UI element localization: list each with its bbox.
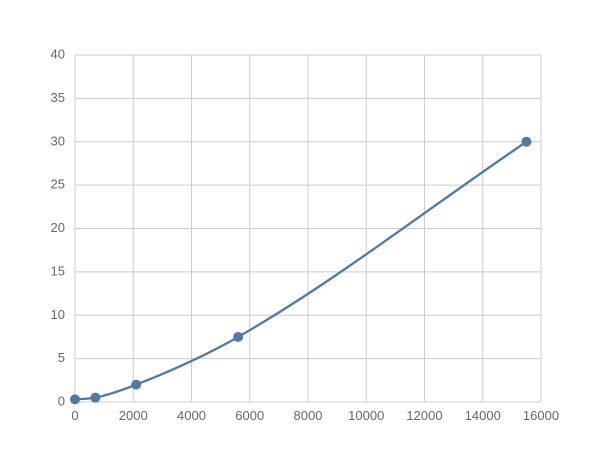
svg-text:10: 10 <box>51 307 65 322</box>
svg-text:25: 25 <box>51 177 65 192</box>
svg-text:14000: 14000 <box>465 408 501 423</box>
svg-text:8000: 8000 <box>294 408 323 423</box>
svg-text:5: 5 <box>58 350 65 365</box>
svg-text:4000: 4000 <box>177 408 206 423</box>
svg-text:16000: 16000 <box>523 408 559 423</box>
svg-text:35: 35 <box>51 90 65 105</box>
svg-text:12000: 12000 <box>406 408 442 423</box>
svg-text:20: 20 <box>51 220 65 235</box>
svg-text:30: 30 <box>51 133 65 148</box>
svg-text:15: 15 <box>51 263 65 278</box>
svg-text:0: 0 <box>58 394 65 409</box>
svg-text:6000: 6000 <box>235 408 264 423</box>
svg-text:10000: 10000 <box>348 408 384 423</box>
svg-text:0: 0 <box>71 408 78 423</box>
svg-text:2000: 2000 <box>119 408 148 423</box>
svg-text:40: 40 <box>51 47 65 62</box>
